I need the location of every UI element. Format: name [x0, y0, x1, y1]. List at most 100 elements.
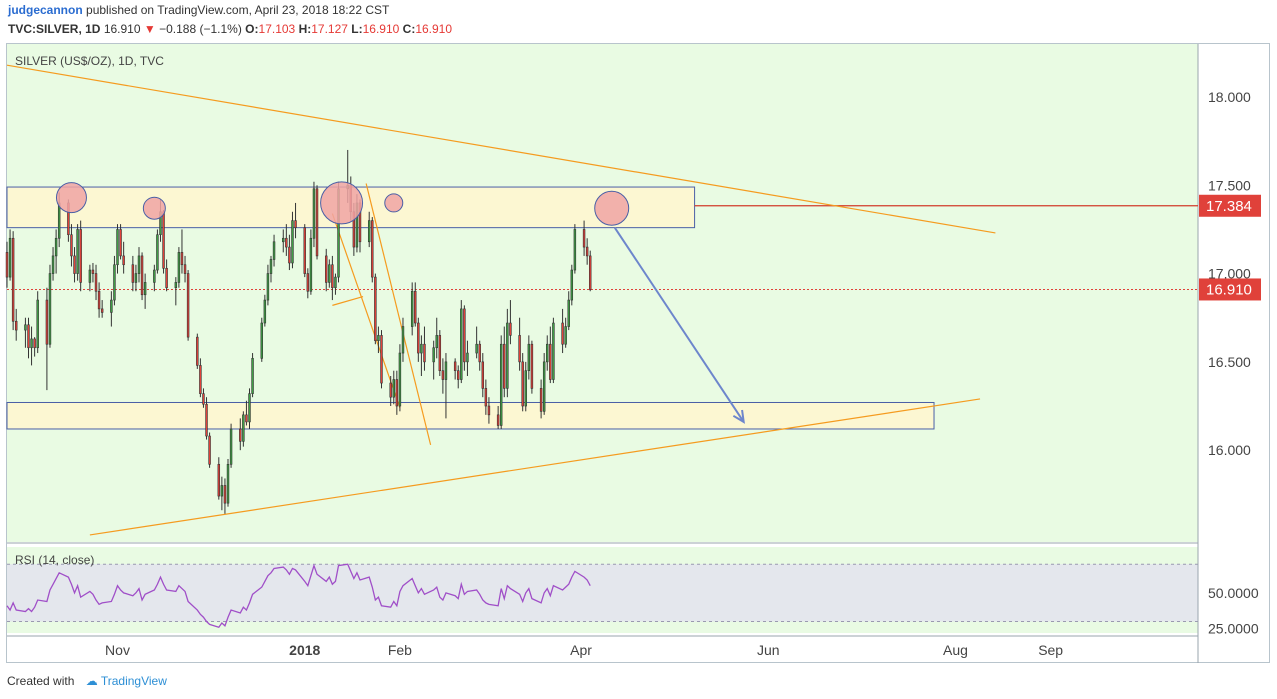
candle	[285, 237, 288, 248]
candle	[527, 343, 531, 372]
candle	[432, 347, 435, 363]
candle	[463, 308, 466, 363]
candle	[91, 269, 95, 274]
candle	[8, 237, 12, 278]
price-tag-2	[1199, 278, 1261, 301]
tradingview-link[interactable]: TradingView	[100, 674, 167, 688]
candle	[110, 299, 113, 313]
projection-arrow[interactable]	[613, 227, 745, 423]
candle	[441, 370, 445, 380]
candle	[398, 352, 402, 407]
chart-title: SILVER (US$/OZ), 1D, TVC	[15, 54, 164, 68]
trendline-3[interactable]	[332, 295, 364, 306]
candle	[377, 335, 380, 341]
candle	[165, 267, 168, 289]
candle	[24, 324, 27, 331]
candle	[306, 273, 310, 292]
candle	[542, 361, 546, 412]
author-link[interactable]: judgecannon	[8, 3, 83, 17]
candle	[36, 299, 39, 349]
highlight-circle-5[interactable]	[594, 190, 630, 226]
rsi-tick-label: 25.0000	[1208, 621, 1259, 637]
highlight-circle-2[interactable]	[142, 196, 166, 220]
candle	[521, 361, 524, 407]
candle	[143, 282, 147, 296]
x-tick-label: Sep	[1038, 642, 1063, 658]
candle	[414, 290, 417, 324]
low-value: 16.910	[362, 22, 400, 36]
candle	[183, 264, 187, 274]
candle	[509, 322, 512, 336]
candle	[186, 273, 190, 338]
candle	[134, 273, 138, 283]
trendline-1[interactable]	[6, 64, 996, 234]
rsi-label: RSI (14, close)	[15, 553, 94, 567]
y-tick-label: 16.000	[1208, 442, 1251, 458]
candle	[137, 255, 141, 274]
candle	[585, 246, 589, 257]
candle	[100, 308, 104, 313]
candle	[478, 343, 481, 363]
candle	[503, 343, 506, 389]
candle	[196, 336, 199, 366]
candle	[552, 322, 555, 380]
symbol-label: TVC:SILVER, 1D	[8, 22, 101, 36]
candle	[294, 220, 297, 228]
price-tag-label: 16.910	[1206, 281, 1252, 298]
arrow-head-icon	[732, 409, 745, 424]
candle	[282, 237, 285, 243]
candle	[45, 299, 49, 345]
candle	[567, 299, 570, 327]
candle	[260, 322, 263, 359]
close-value: 16.910	[415, 22, 453, 36]
candle	[272, 241, 276, 260]
candle	[239, 428, 242, 442]
candle	[506, 322, 509, 389]
candle	[546, 343, 549, 363]
candle	[444, 361, 448, 380]
trendline-2[interactable]	[89, 398, 981, 536]
open-value: 17.103	[258, 22, 296, 36]
published-text: published on TradingView.com, April 23, …	[86, 3, 390, 17]
price-change: −0.188 (−1.1%)	[159, 22, 242, 36]
x-tick-label: Nov	[105, 642, 130, 658]
highlight-circle-3[interactable]	[320, 181, 364, 225]
candle	[27, 324, 30, 349]
highlight-circle-4[interactable]	[384, 193, 404, 213]
candle	[487, 405, 491, 416]
candle	[303, 227, 306, 274]
candle	[180, 252, 184, 266]
candle	[457, 370, 460, 380]
zone-2[interactable]	[6, 401, 935, 430]
candle	[51, 255, 55, 274]
x-tick-label: 2018	[289, 642, 320, 658]
tradingview-cloud-icon[interactable]: ☁	[85, 674, 98, 688]
candle	[208, 435, 211, 465]
candle	[162, 211, 165, 269]
candle	[217, 463, 221, 497]
candle	[582, 229, 586, 248]
candle	[177, 252, 181, 283]
highlight-circle-1[interactable]	[55, 182, 87, 214]
candle	[380, 335, 383, 384]
candle	[113, 264, 116, 301]
down-triangle-icon: ▼	[143, 22, 156, 36]
footer: Created with ☁ TradingView	[7, 674, 167, 688]
candle	[573, 229, 577, 271]
candle	[220, 485, 224, 497]
candle	[484, 388, 488, 407]
candle	[269, 259, 273, 274]
low-label: L:	[351, 22, 363, 36]
candle	[70, 234, 73, 257]
trendline-5[interactable]	[331, 213, 401, 408]
candle	[564, 326, 567, 345]
trendline-4[interactable]	[365, 183, 432, 446]
price-tag-1	[1199, 194, 1261, 217]
candle	[88, 269, 92, 283]
candle	[251, 358, 254, 394]
high-label: H:	[298, 22, 312, 36]
open-label: O:	[245, 22, 259, 36]
candle	[561, 322, 564, 345]
x-tick-label: Feb	[388, 642, 412, 658]
